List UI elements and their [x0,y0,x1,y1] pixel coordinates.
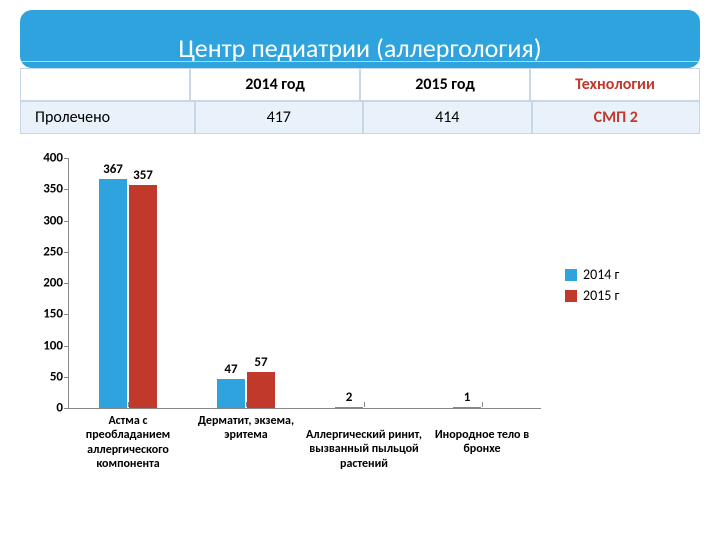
bar-2014: 367 [99,179,127,408]
bar-2015: 357 [129,185,157,408]
bar-value-label: 1 [453,390,481,407]
bar-group: 2Аллергический ринит, вызванный пыльцой … [305,158,423,408]
bar-group: 367357Астма с преобладанием аллергическо… [69,158,187,408]
legend: 2014 г 2015 г [565,262,619,308]
bar-value-label: 357 [129,168,157,185]
table-header-tech: Технологии [530,68,700,101]
x-tick-mark [246,402,247,407]
bar-2014: 47 [217,379,245,408]
table-header-2014: 2014 год [190,68,360,101]
legend-label: 2015 г [583,287,619,304]
legend-swatch [565,290,577,302]
bar-2015: 57 [247,372,275,408]
table-cell-tech: СМП 2 [532,101,701,134]
title-banner: Центр педиатрии (аллергология) [20,10,700,68]
table-header-2015: 2015 год [360,68,530,101]
legend-label: 2014 г [583,266,619,283]
x-tick-mark [364,402,365,407]
category-label: Аллергический ринит, вызванный пыльцой р… [305,408,423,471]
x-tick-mark [482,402,483,407]
category-label: Астма с преобладанием аллергического ком… [69,408,187,472]
bar-value-label: 57 [247,355,275,372]
legend-item: 2015 г [565,287,619,304]
bar-chart: 050100150200250300350400367357Астма с пр… [20,152,700,512]
table-row-label: Пролечено [20,101,195,134]
bar-value-label: 47 [217,362,245,379]
table-cell-2014: 417 [195,101,364,134]
x-tick-mark [128,402,129,407]
table-cell-2015: 414 [363,101,532,134]
category-label: Инородное тело в бронхе [423,408,541,457]
plot-area: 050100150200250300350400367357Астма с пр… [68,158,541,409]
bar-value-label: 2 [335,390,363,407]
table-header-empty [20,68,190,101]
bar-value-label: 367 [99,162,127,179]
category-label: Дерматит, экзема, эритема [187,408,305,443]
bar-group: 1Инородное тело в бронхе [423,158,541,408]
table-header-row: 2014 год 2015 год Технологии [20,68,700,101]
page-title: Центр педиатрии (аллергология) [178,32,541,64]
bar-group: 4757Дерматит, экзема, эритема [187,158,305,408]
table-row: Пролечено 417 414 СМП 2 [20,101,700,134]
legend-swatch [565,269,577,281]
legend-item: 2014 г [565,266,619,283]
summary-table: 2014 год 2015 год Технологии Пролечено 4… [20,68,700,134]
